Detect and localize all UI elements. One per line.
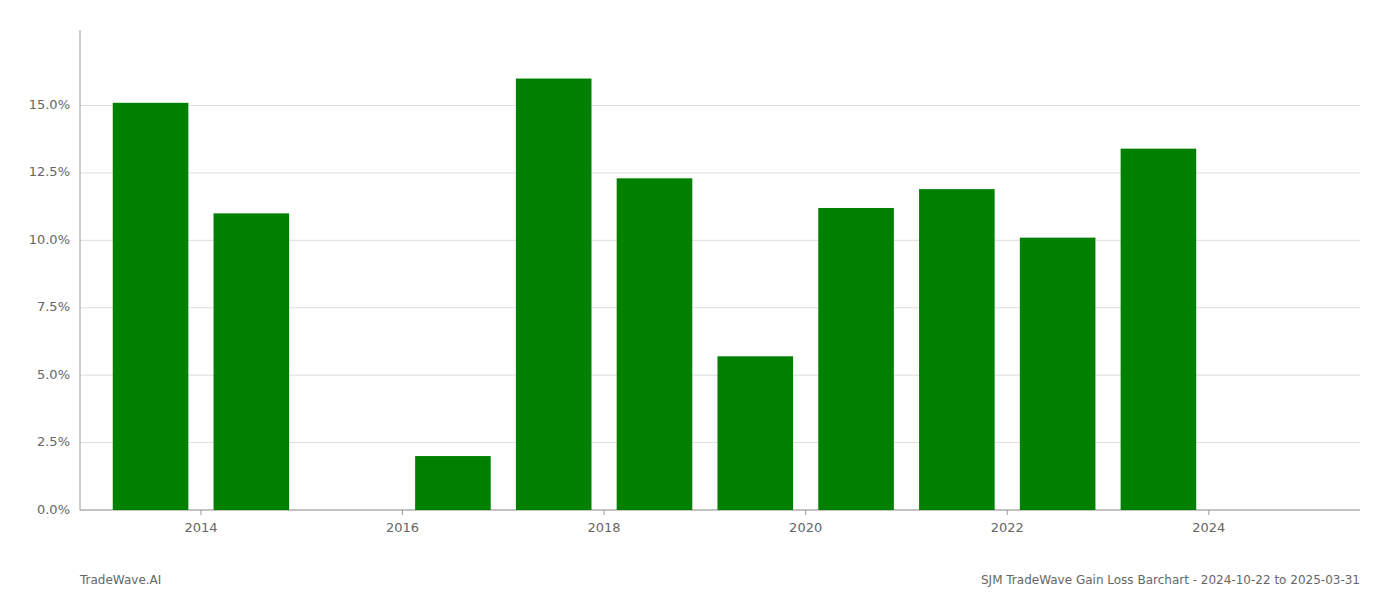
y-tick-label: 10.0% xyxy=(29,232,70,247)
x-tick xyxy=(200,510,201,515)
x-tick-label: 2020 xyxy=(789,520,822,535)
y-tick-label: 0.0% xyxy=(37,502,70,517)
bar xyxy=(1020,238,1096,510)
y-tick-label: 12.5% xyxy=(29,164,70,179)
x-tick-labels: 2014 2016 2018 2020 2022 2024 xyxy=(184,510,1225,535)
bar xyxy=(919,189,995,510)
bar xyxy=(214,213,290,510)
x-tick-label: 2016 xyxy=(386,520,419,535)
bars xyxy=(113,79,1196,510)
x-tick-label: 2022 xyxy=(991,520,1024,535)
y-tick-label: 15.0% xyxy=(29,97,70,112)
footer-text: TradeWave.AI xyxy=(79,573,161,587)
y-axis-line xyxy=(80,30,81,510)
bar xyxy=(1121,149,1197,510)
footer: TradeWave.AI SJM TradeWave Gain Loss Barc… xyxy=(79,573,1360,587)
x-tick xyxy=(1208,510,1209,515)
bar xyxy=(818,208,894,510)
y-tick-label: 2.5% xyxy=(37,434,70,449)
y-grid xyxy=(80,106,1360,510)
chart-container: 0.0%2.5%5.0%7.5%10.0%12.5%15.0%201420162… xyxy=(0,0,1400,600)
bar xyxy=(516,79,592,510)
x-tick-label: 2018 xyxy=(588,520,621,535)
x-tick xyxy=(402,510,403,515)
x-tick-label: 2014 xyxy=(184,520,217,535)
chart-svg: 0.0%2.5%5.0%7.5%10.0%12.5%15.0%201420162… xyxy=(0,0,1400,600)
y-tick-label: 7.5% xyxy=(37,299,70,314)
x-tick xyxy=(805,510,806,515)
grid-line xyxy=(80,105,1360,106)
footer-text: SJM TradeWave Gain Loss Barchart - 2024-… xyxy=(981,573,1360,587)
x-tick xyxy=(604,510,605,515)
y-tick-label: 5.0% xyxy=(37,367,70,382)
y-tick-labels: 0.0% 2.5% 5.0% 7.5% 10.0% 12.5% 15.0% xyxy=(29,97,70,516)
bar xyxy=(717,356,793,510)
x-tick xyxy=(1007,510,1008,515)
bar xyxy=(415,456,491,510)
bar xyxy=(113,103,189,510)
x-tick-label: 2024 xyxy=(1192,520,1225,535)
bar xyxy=(617,178,693,510)
